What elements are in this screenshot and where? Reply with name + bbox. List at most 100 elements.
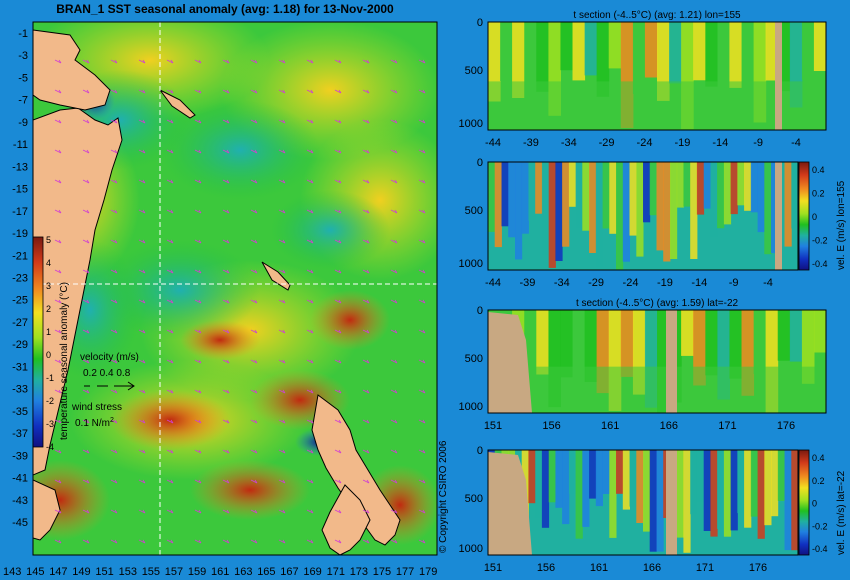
wind-arrow <box>390 119 398 124</box>
velocity-legend-label: velocity (m/s) <box>80 352 139 363</box>
wind-arrow <box>306 239 314 244</box>
section-gap <box>666 310 677 413</box>
wind-arrow <box>110 119 118 124</box>
section-stripe <box>729 310 742 379</box>
section-stripe <box>696 162 705 215</box>
section-stripe <box>636 450 644 523</box>
section-stripe <box>572 22 586 81</box>
wind-arrow <box>334 479 342 484</box>
wind-arrow <box>54 89 62 94</box>
wind-arrow <box>138 389 146 394</box>
wind-arrow <box>138 59 146 64</box>
wind-arrow <box>362 359 370 364</box>
wind-arrow <box>222 269 230 274</box>
wind-arrow <box>334 269 342 274</box>
wind-arrow <box>418 209 426 214</box>
wind-arrow <box>138 479 146 484</box>
map-title: BRAN_1 SST seasonal anomaly (avg: 1.18) … <box>56 2 394 16</box>
wind-arrow <box>362 239 370 244</box>
wind-arrow <box>250 269 258 274</box>
section-stripe <box>681 310 694 356</box>
section-stripe <box>560 22 573 71</box>
wind-arrow <box>278 209 286 214</box>
section-stripe <box>757 450 765 539</box>
wind-arrow <box>166 119 174 124</box>
section-stripe <box>690 162 698 259</box>
velocity-colorbar-tick: 0.2 <box>812 476 825 486</box>
wind-arrow <box>390 89 398 94</box>
wind-arrow <box>222 509 230 514</box>
latitude-tick-label: -21 <box>12 250 28 262</box>
wind-arrow <box>334 419 342 424</box>
wind-arrow <box>278 299 286 304</box>
wind-arrow <box>54 419 62 424</box>
colorbar-tick-label: 2 <box>46 304 51 314</box>
wind-arrow <box>222 389 230 394</box>
latitude-tick-label: -39 <box>12 450 28 462</box>
wind-arrow <box>250 539 258 544</box>
section-stripe <box>801 22 815 80</box>
wind-arrow <box>110 359 118 364</box>
velocity-colorbar-tick: 0.4 <box>812 165 825 175</box>
longitude-tick-label: 163 <box>234 566 252 578</box>
section-stripe <box>693 22 706 81</box>
wind-arrow <box>222 179 230 184</box>
wind-arrow <box>418 269 426 274</box>
latitude-tick-label: -15 <box>12 184 28 196</box>
section-stripe <box>584 22 598 76</box>
wind-arrow <box>418 419 426 424</box>
section-stripe <box>575 450 583 539</box>
section-x-tick-label: -24 <box>637 137 653 149</box>
section-x-tick-label: -29 <box>588 277 604 289</box>
wind-arrow <box>194 389 202 394</box>
wind-arrow <box>138 149 146 154</box>
wind-arrow <box>306 479 314 484</box>
wind-arrow <box>390 299 398 304</box>
section-stripe <box>737 450 745 514</box>
section-stripe <box>535 162 543 214</box>
wind-arrow <box>82 149 90 154</box>
anomaly-blob <box>190 460 310 520</box>
wind-arrow <box>334 509 342 514</box>
wind-arrow <box>278 149 286 154</box>
wind-arrow <box>110 89 118 94</box>
wind-arrow <box>278 479 286 484</box>
wind-arrow <box>418 539 426 544</box>
longitude-tick-label: 155 <box>142 566 160 578</box>
section-stripe <box>683 450 691 553</box>
section-stripe <box>575 162 583 229</box>
wind-arrow <box>222 479 230 484</box>
wind-arrow <box>306 209 314 214</box>
wind-arrow <box>138 209 146 214</box>
section-stripe <box>643 162 651 223</box>
wind-arrow <box>110 269 118 274</box>
panel-frame <box>487 161 799 271</box>
wind-arrow <box>278 419 286 424</box>
latitude-tick-label: -29 <box>12 339 28 351</box>
section-stripe <box>789 310 803 362</box>
section-stripe <box>813 310 827 353</box>
wind-arrow <box>278 329 286 334</box>
wind-arrow <box>82 329 90 334</box>
wind-arrow <box>194 479 202 484</box>
section-stripe <box>649 162 657 216</box>
section-stripe <box>528 162 536 221</box>
panel-title: t section (-4..5°C) (avg: 1.21) lon=155 <box>573 10 741 21</box>
section-stripe <box>757 162 765 233</box>
wind-arrow <box>166 539 174 544</box>
depth-tick-label: 1000 <box>459 401 483 413</box>
section-stripe <box>562 162 570 247</box>
wind-arrow <box>194 299 202 304</box>
section-stripe <box>717 162 725 229</box>
wind-arrow <box>222 449 230 454</box>
section-stripe <box>609 450 617 538</box>
wind-arrow <box>250 179 258 184</box>
section-x-tick-label: -14 <box>691 277 707 289</box>
section-stripe <box>723 450 732 537</box>
wind-arrow <box>54 209 62 214</box>
velocity-legend-arrows <box>84 381 135 391</box>
wind-arrow <box>82 479 90 484</box>
sst-anomaly-map <box>33 22 437 555</box>
wind-arrow <box>334 179 342 184</box>
new-zealand-south-island <box>321 484 371 555</box>
